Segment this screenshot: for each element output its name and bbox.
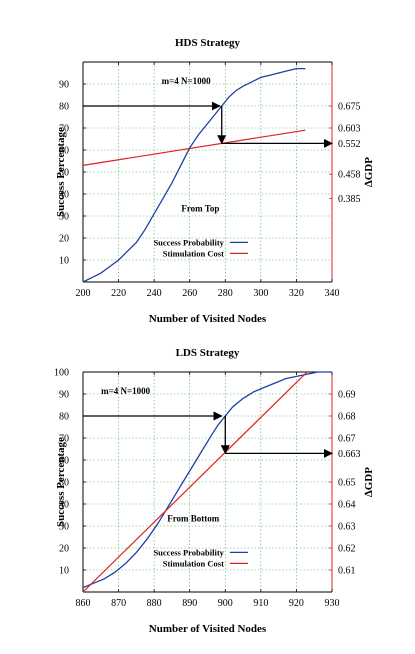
y2-tick-label: 0.62 bbox=[338, 544, 356, 555]
y-tick-label: 60 bbox=[59, 146, 69, 157]
y2-tick-label: 0.69 bbox=[338, 390, 356, 401]
y-tick-label: 50 bbox=[59, 168, 69, 179]
y-tick-label: 30 bbox=[59, 212, 69, 223]
annotation-label: m=4 N=1000 bbox=[101, 386, 151, 396]
x-tick-label: 240 bbox=[147, 288, 162, 299]
y2-tick-label: 0.603 bbox=[338, 124, 361, 135]
x-tick-label: 200 bbox=[76, 288, 91, 299]
x-tick-label: 280 bbox=[218, 288, 233, 299]
x-tick-label: 220 bbox=[111, 288, 126, 299]
annotation-label: m=4 N=1000 bbox=[162, 76, 212, 86]
legend-label: Stimulation Cost bbox=[163, 248, 224, 258]
y-tick-label: 80 bbox=[59, 412, 69, 423]
x-tick-label: 860 bbox=[76, 598, 91, 609]
x-tick-label: 300 bbox=[253, 288, 268, 299]
x-axis-label: Number of Visited Nodes bbox=[149, 623, 267, 635]
x-tick-label: 260 bbox=[182, 288, 197, 299]
y2-tick-label: 0.65 bbox=[338, 478, 356, 489]
y-tick-label: 40 bbox=[59, 190, 69, 201]
y-tick-label: 80 bbox=[59, 102, 69, 113]
hds-strategy-chart: 200 220 240 260 280 300 320 340 10 20 30 40 50 60 70 80… bbox=[55, 37, 375, 325]
success-probability-line bbox=[82, 371, 332, 589]
y-tick-label: 70 bbox=[59, 434, 69, 445]
x-tick-label: 870 bbox=[111, 598, 126, 609]
y2-tick-label: 0.61 bbox=[338, 566, 356, 577]
legend-label: Stimulation Cost bbox=[163, 558, 224, 568]
y-tick-label: 30 bbox=[59, 522, 69, 533]
y-tick-label: 20 bbox=[59, 544, 69, 555]
y2-tick-label: 0.663 bbox=[338, 449, 361, 460]
x-tick-label: 900 bbox=[218, 598, 233, 609]
y2-axis-label: ∆GDP bbox=[363, 467, 375, 497]
annotation-label: From Top bbox=[181, 204, 219, 214]
x-tick-label: 320 bbox=[289, 288, 304, 299]
legend-label: Success Probability bbox=[153, 547, 224, 557]
y-tick-label: 90 bbox=[59, 80, 69, 91]
y-tick-label: 10 bbox=[59, 566, 69, 577]
y-tick-label: 50 bbox=[59, 478, 69, 489]
stimulation-cost-line bbox=[82, 371, 308, 593]
y2-tick-label: 0.552 bbox=[338, 139, 361, 150]
y2-tick-label: 0.675 bbox=[338, 102, 361, 113]
y-tick-label: 100 bbox=[54, 368, 69, 379]
chart-title: HDS Strategy bbox=[175, 37, 241, 49]
y-tick-label: 90 bbox=[59, 390, 69, 401]
legend-label: Success Probability bbox=[153, 237, 224, 247]
x-tick-label: 890 bbox=[182, 598, 197, 609]
chart-title: LDS Strategy bbox=[176, 347, 240, 359]
x-tick-label: 910 bbox=[253, 598, 268, 609]
y2-tick-label: 0.63 bbox=[338, 522, 356, 533]
y2-tick-label: 0.385 bbox=[338, 194, 361, 205]
y2-tick-label: 0.458 bbox=[338, 170, 361, 181]
x-tick-label: 930 bbox=[325, 598, 340, 609]
x-axis-label: Number of Visited Nodes bbox=[149, 313, 267, 325]
x-tick-label: 880 bbox=[147, 598, 162, 609]
lds-strategy-chart: 860 870 880 890 900 910 920 930 10 20 30 40 50 60 70 80… bbox=[54, 347, 375, 635]
y-tick-label: 60 bbox=[59, 456, 69, 467]
y-axis-label: Success Percentage bbox=[55, 437, 67, 527]
y-tick-label: 70 bbox=[59, 124, 69, 135]
y2-tick-label: 0.67 bbox=[338, 434, 356, 445]
y-tick-label: 10 bbox=[59, 256, 69, 267]
success-probability-line bbox=[82, 67, 306, 283]
x-tick-label: 920 bbox=[289, 598, 304, 609]
annotation-label: From Bottom bbox=[167, 514, 220, 524]
y-tick-label: 40 bbox=[59, 500, 69, 511]
y2-axis-label: ∆GDP bbox=[363, 157, 375, 187]
stimulation-cost-line bbox=[82, 129, 306, 166]
y-axis-label: Success Percentage bbox=[55, 127, 67, 217]
y2-tick-label: 0.68 bbox=[338, 412, 356, 423]
x-tick-label: 340 bbox=[325, 288, 340, 299]
y2-tick-label: 0.64 bbox=[338, 500, 356, 511]
y-tick-label: 20 bbox=[59, 234, 69, 245]
